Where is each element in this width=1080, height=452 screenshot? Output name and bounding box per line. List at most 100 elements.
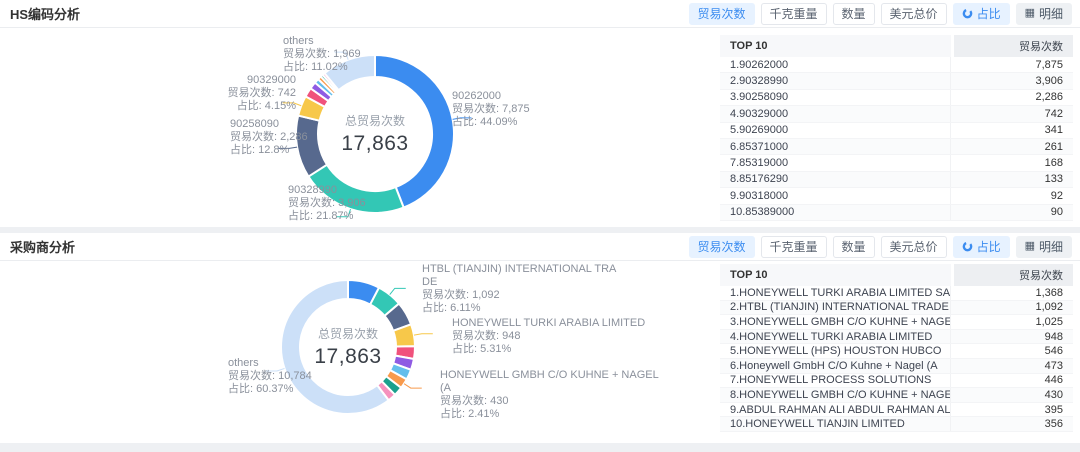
row-label: 8.HONEYWELL GMBH C/O KUHNE + NAGEL (A [720, 388, 951, 402]
table-row[interactable]: 6.Honeywell GmbH C/O Kuhne + Nagel (A 47… [720, 358, 1073, 374]
row-label: 5.HONEYWELL (HPS) HOUSTON HUBCO [720, 344, 951, 358]
buyer-panel-body: 总贸易次数 17,863 TOP 10 贸易次数 1.HONEYWELL TUR… [0, 261, 1080, 443]
donut-chart-buyers [265, 279, 433, 415]
callout-line [413, 333, 433, 336]
ratio-view-label: 占比 [976, 6, 1001, 21]
row-value: 341 [1044, 124, 1063, 137]
metric-quantity-button[interactable]: 数量 [832, 235, 875, 258]
table-row[interactable]: 4.90329000 742 [720, 106, 1073, 123]
chart-callout: others 贸易次数: 1,969 占比: 11.02% [283, 35, 361, 73]
table-row[interactable]: 10.85389000 90 [720, 204, 1073, 221]
chart-callout: HONEYWELL GMBH C/O KUHNE + NAGEL (A 贸易次数: … [440, 369, 659, 420]
metric-trade-count-button[interactable]: 贸易次数 [688, 2, 755, 25]
section-title: HS编码分析 [10, 7, 81, 22]
table-row[interactable]: 5.HONEYWELL (HPS) HOUSTON HUBCO 546 [720, 344, 1073, 359]
table-row[interactable]: 1.HONEYWELL TURKI ARABIA LIMITED SAUD 1,… [720, 286, 1073, 301]
row-value: 948 [1044, 330, 1063, 343]
pie-chart-icon [962, 8, 973, 19]
table-header-row: TOP 10 贸易次数 [720, 264, 1073, 286]
detail-view-label: 明细 [1038, 6, 1063, 21]
row-label: 4.90329000 [720, 106, 951, 122]
row-value: 2,286 [1035, 91, 1063, 104]
row-value: 446 [1044, 374, 1063, 387]
table-row[interactable]: 4.HONEYWELL TURKI ARABIA LIMITED 948 [720, 329, 1073, 345]
row-label: 1.90262000 [720, 57, 951, 73]
table-row[interactable]: 5.90269000 341 [720, 122, 1073, 139]
table-row[interactable]: 3.HONEYWELL GMBH C/O KUHNE + NAGEL 1,025 [720, 315, 1073, 330]
table-row[interactable]: 2.HTBL (TIANJIN) INTERNATIONAL TRADE 1,0… [720, 300, 1073, 316]
row-value: 261 [1044, 140, 1063, 153]
table-row[interactable]: 2.90328990 3,906 [720, 73, 1073, 90]
section-header: 采购商分析 贸易次数 千克重量 数量 美元总价 占比 ▦ 明细 [0, 233, 1080, 261]
table-row[interactable]: 8.HONEYWELL GMBH C/O KUHNE + NAGEL (A 43… [720, 388, 1073, 403]
row-label: 7.85319000 [720, 155, 951, 171]
row-label: 10.HONEYWELL TIANJIN LIMITED [720, 417, 951, 431]
metric-toolbar: 贸易次数 千克重量 数量 美元总价 占比 ▦ 明细 [688, 235, 1072, 258]
chart-callout: 90329000 贸易次数: 742 占比: 4.15% [227, 74, 296, 112]
callout-line [389, 287, 406, 295]
row-value: 90 [1050, 206, 1063, 219]
metric-trade-count-button[interactable]: 贸易次数 [688, 235, 755, 258]
table-row[interactable]: 8.85176290 133 [720, 171, 1073, 189]
table-body: 1.90262000 7,875 2.90328990 3,906 3.9025… [720, 57, 1073, 221]
section-title: 采购商分析 [10, 240, 76, 255]
table-row[interactable]: 1.90262000 7,875 [720, 57, 1073, 74]
chart-callout: 90328990 贸易次数: 3,906 占比: 21.87% [288, 184, 366, 222]
row-value: 742 [1044, 107, 1063, 120]
row-label: 5.90269000 [720, 122, 951, 138]
row-label: 6.85371000 [720, 138, 951, 155]
metric-kg-weight-button[interactable]: 千克重量 [760, 235, 827, 258]
row-label: 10.85389000 [720, 204, 951, 220]
table-body: 1.HONEYWELL TURKI ARABIA LIMITED SAUD 1,… [720, 286, 1073, 432]
pie-chart-icon [962, 241, 973, 252]
row-label: 4.HONEYWELL TURKI ARABIA LIMITED [720, 329, 951, 344]
row-label: 3.90258090 [720, 89, 951, 106]
chart-callout: HTBL (TIANJIN) INTERNATIONAL TRA DE 贸易次数: … [422, 263, 617, 314]
row-value: 430 [1044, 388, 1063, 401]
row-label: 9.90318000 [720, 188, 951, 204]
detail-view-button[interactable]: ▦ 明细 [1015, 235, 1072, 258]
row-value: 92 [1050, 189, 1063, 202]
row-value: 3,906 [1035, 75, 1063, 88]
row-value: 168 [1044, 157, 1063, 170]
chart-callout: 90262000 贸易次数: 7,875 占比: 44.09% [452, 90, 530, 128]
top10-table-hs-codes: TOP 10 贸易次数 1.90262000 7,875 2.90328990 … [720, 35, 1073, 221]
metric-usd-total-button[interactable]: 美元总价 [880, 2, 947, 25]
chart-callout: others 贸易次数: 10,784 占比: 60.37% [228, 357, 312, 395]
table-row[interactable]: 7.HONEYWELL PROCESS SOLUTIONS 446 [720, 373, 1073, 389]
table-row[interactable]: 3.90258090 2,286 [720, 89, 1073, 107]
ratio-view-button[interactable]: 占比 [952, 235, 1010, 258]
metric-toolbar: 贸易次数 千克重量 数量 美元总价 占比 ▦ 明细 [688, 2, 1072, 25]
row-value: 356 [1044, 418, 1063, 431]
table-row[interactable]: 7.85319000 168 [720, 155, 1073, 172]
section-hs-code-analysis: HS编码分析 贸易次数 千克重量 数量 美元总价 占比 ▦ 明细 总贸易次数 [0, 0, 1080, 227]
section-divider [0, 227, 1080, 233]
ratio-view-button[interactable]: 占比 [952, 2, 1010, 25]
detail-view-label: 明细 [1038, 239, 1063, 254]
hs-code-panel-body: 总贸易次数 17,863 TOP 10 贸易次数 1.90262000 7,87… [0, 28, 1080, 227]
table-row[interactable]: 9.ABDUL RAHMAN ALI ABDUL RAHMAN AL-TU 39… [720, 402, 1073, 418]
pie-slice[interactable] [374, 54, 456, 209]
table-header-metric: 贸易次数 [954, 264, 1073, 286]
table-row[interactable]: 6.85371000 261 [720, 138, 1073, 156]
row-label: 9.ABDUL RAHMAN ALI ABDUL RAHMAN AL-TU [720, 402, 951, 417]
row-value: 395 [1044, 403, 1063, 416]
row-value: 473 [1044, 359, 1063, 372]
top10-table-buyers: TOP 10 贸易次数 1.HONEYWELL TURKI ARABIA LIM… [720, 264, 1073, 432]
row-value: 7,875 [1035, 58, 1063, 71]
metric-kg-weight-button[interactable]: 千克重量 [760, 2, 827, 25]
pie-slice[interactable] [280, 279, 390, 415]
table-header-metric: 贸易次数 [954, 35, 1073, 57]
table-row[interactable]: 10.HONEYWELL TIANJIN LIMITED 356 [720, 417, 1073, 432]
row-label: 2.HTBL (TIANJIN) INTERNATIONAL TRADE [720, 300, 951, 315]
row-value: 1,092 [1035, 301, 1063, 314]
table-row[interactable]: 9.90318000 92 [720, 188, 1073, 205]
metric-usd-total-button[interactable]: 美元总价 [880, 235, 947, 258]
row-label: 2.90328990 [720, 73, 951, 89]
metric-quantity-button[interactable]: 数量 [832, 2, 875, 25]
pie-slice[interactable] [323, 54, 376, 92]
row-value: 546 [1044, 345, 1063, 358]
ratio-view-label: 占比 [976, 239, 1001, 254]
chart-callout: 90258090 贸易次数: 2,286 占比: 12.8% [230, 118, 308, 156]
detail-view-button[interactable]: ▦ 明细 [1015, 2, 1072, 25]
